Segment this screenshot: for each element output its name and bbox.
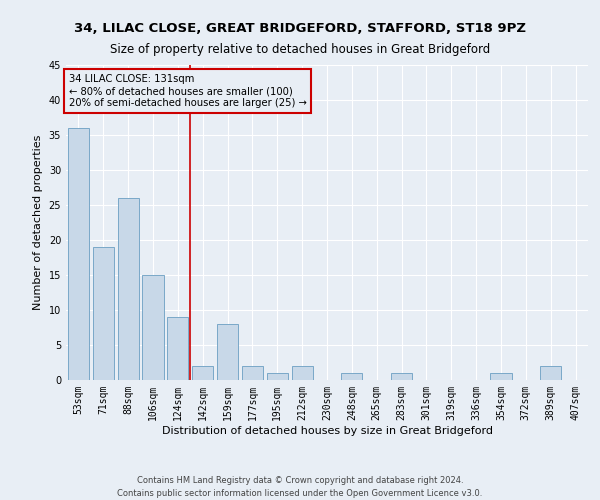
Bar: [341, 373, 362, 380]
Bar: [118, 198, 139, 380]
Bar: [142, 275, 164, 380]
Bar: [391, 373, 412, 380]
Bar: [167, 317, 188, 380]
Bar: [242, 366, 263, 380]
Text: 34 LILAC CLOSE: 131sqm
← 80% of detached houses are smaller (100)
20% of semi-de: 34 LILAC CLOSE: 131sqm ← 80% of detached…: [68, 74, 307, 108]
Text: 34, LILAC CLOSE, GREAT BRIDGEFORD, STAFFORD, ST18 9PZ: 34, LILAC CLOSE, GREAT BRIDGEFORD, STAFF…: [74, 22, 526, 36]
Bar: [93, 247, 114, 380]
Bar: [490, 373, 512, 380]
Text: Size of property relative to detached houses in Great Bridgeford: Size of property relative to detached ho…: [110, 42, 490, 56]
Bar: [217, 324, 238, 380]
Bar: [68, 128, 89, 380]
Bar: [540, 366, 561, 380]
Bar: [267, 373, 288, 380]
Bar: [292, 366, 313, 380]
X-axis label: Distribution of detached houses by size in Great Bridgeford: Distribution of detached houses by size …: [161, 426, 493, 436]
Bar: [192, 366, 213, 380]
Text: Contains HM Land Registry data © Crown copyright and database right 2024.
Contai: Contains HM Land Registry data © Crown c…: [118, 476, 482, 498]
Y-axis label: Number of detached properties: Number of detached properties: [33, 135, 43, 310]
